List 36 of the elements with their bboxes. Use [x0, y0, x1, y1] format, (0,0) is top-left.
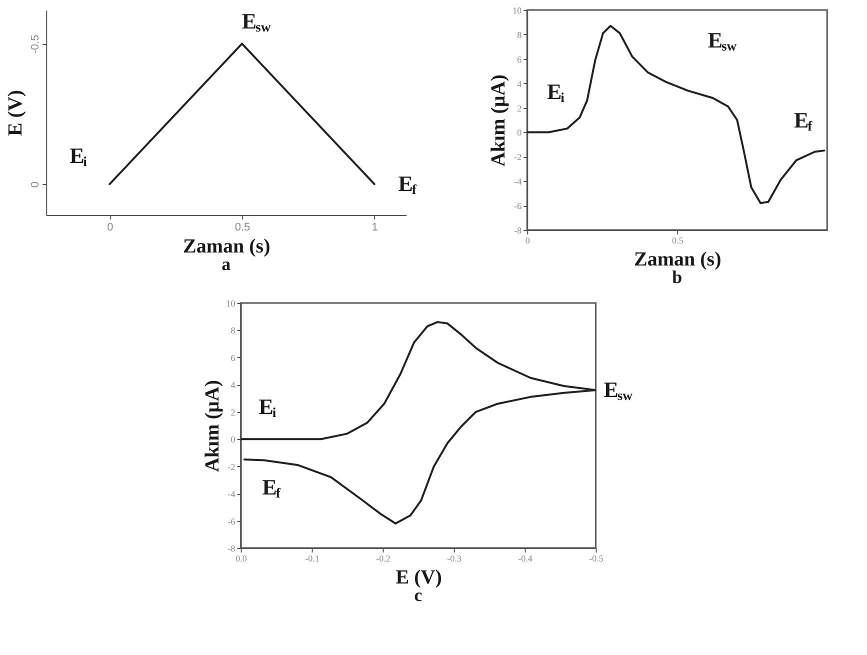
y-tick-label: 4 — [230, 380, 236, 390]
x-tick-label: -0.1 — [305, 554, 320, 564]
y-tick-label: 8 — [517, 30, 522, 40]
y-tick-label: -8 — [514, 226, 522, 236]
y-tick-label: -6 — [228, 516, 236, 526]
y-tick-label: 8 — [230, 326, 236, 336]
line-series — [527, 24, 826, 204]
y-tick-label: 0 — [517, 128, 522, 138]
y-axis-title: E (V) — [4, 90, 27, 136]
y-tick-label: 6 — [517, 54, 522, 64]
y-tick-label: 6 — [230, 352, 236, 363]
x-tick-label: -0.4 — [518, 554, 533, 564]
y-axis-title: Akım (µA) — [201, 380, 224, 472]
x-tick-label: 0.5 — [234, 222, 250, 234]
x-tick-label: -0.5 — [589, 554, 604, 564]
y-tick-label: 2 — [230, 407, 236, 418]
y-tick-label: -2 — [514, 152, 522, 162]
x-tick-label: 0.5 — [672, 236, 684, 246]
y-tick-label: 2 — [517, 103, 522, 114]
x-tick-label: 0.0 — [236, 554, 248, 564]
x-tick-label: 0 — [107, 222, 114, 234]
y-tick-label: -2 — [228, 462, 236, 472]
x-tick-label: -0.2 — [376, 554, 390, 564]
x-tick-label: 1 — [372, 222, 378, 234]
y-tick-label: 0 — [230, 434, 236, 445]
x-axis-title: E (V) — [396, 566, 442, 588]
y-tick-label: -4 — [228, 489, 236, 500]
x-tick-label: -0.3 — [447, 554, 462, 564]
y-tick-label: -6 — [514, 201, 522, 212]
y-axis-title: Akım (µA) — [488, 74, 510, 167]
y-tick-label: 10 — [226, 298, 236, 308]
line-series — [240, 321, 596, 524]
y-tick-label: 4 — [517, 78, 522, 89]
y-tick-label: -8 — [228, 544, 236, 554]
y-tick-label: -4 — [514, 176, 522, 187]
y-tick-label: 10 — [512, 6, 522, 16]
